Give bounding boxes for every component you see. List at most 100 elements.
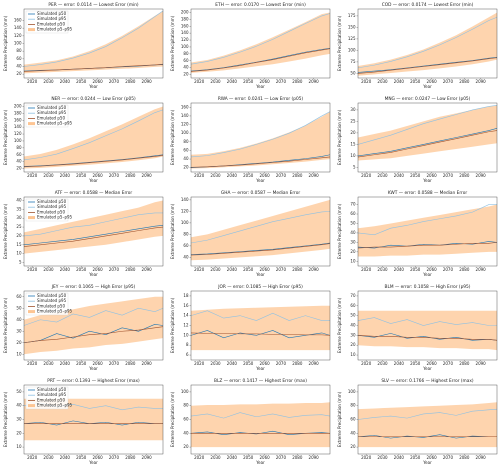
x-tick-label: 2080 bbox=[292, 79, 303, 84]
band bbox=[191, 12, 330, 73]
y-tick-label: 30 bbox=[350, 107, 356, 112]
y-tick-label: 50 bbox=[350, 313, 356, 318]
panel: GHA — error: 0.0587 — Median Error 40 60 80… bbox=[170, 190, 331, 277]
y-tick-label: 180 bbox=[181, 16, 189, 21]
y-tick-label: 50 bbox=[350, 220, 356, 225]
chart-title: BLM — error: 0.1058 — High Error (p95) bbox=[385, 284, 471, 290]
y-tick-label: 50 bbox=[16, 305, 22, 310]
x-tick-label: 2020 bbox=[361, 361, 372, 366]
line bbox=[357, 317, 497, 326]
y-axis-label: Extreme Precipitation (mm) bbox=[337, 109, 342, 165]
y-axis-label: Extreme Precipitation (mm) bbox=[170, 109, 175, 165]
y-tick-label: 150 bbox=[348, 24, 356, 29]
plot-frame bbox=[190, 102, 331, 173]
y-tick-label: 80 bbox=[183, 139, 189, 144]
legend-label: Emulated p5–p95 bbox=[37, 403, 73, 408]
band bbox=[24, 10, 163, 74]
y-tick-label: 20 bbox=[350, 444, 356, 449]
y-tick-label: 100 bbox=[14, 41, 22, 46]
line bbox=[357, 204, 497, 236]
y-tick-label: 40 bbox=[183, 65, 189, 70]
line bbox=[190, 412, 331, 419]
y-tick-label: 100 bbox=[181, 220, 189, 225]
y-tick-label: 40 bbox=[183, 430, 189, 435]
x-tick-label: 2030 bbox=[377, 79, 388, 84]
y-tick-label: 25 bbox=[16, 224, 22, 229]
y-tick-label: 20 bbox=[16, 71, 22, 76]
y-tick-label: 140 bbox=[181, 30, 189, 35]
panel: SLV — error: 0.1766 — Highest Error (max… bbox=[337, 378, 498, 465]
x-tick-label: 2020 bbox=[194, 455, 205, 460]
plot-frame bbox=[190, 196, 331, 267]
x-tick-label: 2090 bbox=[309, 173, 320, 178]
x-tick-label: 2070 bbox=[276, 361, 287, 366]
plot-frame bbox=[190, 8, 331, 79]
x-tick-label: 2050 bbox=[76, 455, 87, 460]
y-tick-label: 60 bbox=[16, 294, 22, 299]
y-tick-label: 60 bbox=[350, 417, 356, 422]
line bbox=[357, 242, 498, 249]
x-tick-label: 2020 bbox=[27, 455, 38, 460]
line bbox=[23, 63, 164, 72]
line bbox=[190, 13, 331, 65]
y-tick-label: 30 bbox=[350, 332, 356, 337]
x-tick-label: 2050 bbox=[76, 267, 87, 272]
y-axis-label: Extreme Precipitation (mm) bbox=[337, 297, 342, 353]
y-tick-label: 50 bbox=[16, 389, 22, 394]
x-tick-label: 2040 bbox=[394, 267, 405, 272]
legend-swatch bbox=[28, 28, 35, 32]
legend-label: Emulated p50 bbox=[37, 21, 65, 26]
chart-title: ETH — error: 0.0170 — Lowest Error (min) bbox=[215, 2, 306, 8]
y-tick-label: 6 bbox=[186, 352, 189, 357]
y-axis-label: Extreme Precipitation (mm) bbox=[170, 391, 175, 447]
y-axis-label: Extreme Precipitation (mm) bbox=[170, 15, 175, 71]
x-tick-label: 2070 bbox=[443, 267, 454, 272]
y-tick-label: 15 bbox=[350, 141, 356, 146]
y-tick-label: 20 bbox=[16, 233, 22, 238]
x-tick-label: 2030 bbox=[210, 455, 221, 460]
y-tick-label: 100 bbox=[14, 138, 22, 143]
legend-swatch bbox=[28, 216, 35, 220]
y-tick-label: 60 bbox=[183, 417, 189, 422]
y-tick-label: 60 bbox=[350, 303, 356, 308]
x-tick-label: 2030 bbox=[210, 267, 221, 272]
x-tick-label: 2040 bbox=[394, 173, 405, 178]
x-tick-label: 2070 bbox=[109, 361, 120, 366]
x-tick-label: 2060 bbox=[426, 361, 437, 366]
y-tick-label: 10 bbox=[16, 444, 22, 449]
x-tick-label: 2030 bbox=[43, 267, 54, 272]
x-tick-label: 2070 bbox=[276, 79, 287, 84]
x-tick-label: 2040 bbox=[227, 173, 238, 178]
legend-swatch bbox=[28, 122, 35, 126]
x-tick-label: 2020 bbox=[27, 173, 38, 178]
x-tick-label: 2070 bbox=[443, 455, 454, 460]
x-tick-label: 2080 bbox=[459, 79, 470, 84]
y-tick-label: 40 bbox=[350, 323, 356, 328]
line bbox=[357, 408, 498, 420]
y-tick-label: 8 bbox=[186, 342, 189, 347]
x-tick-label: 2040 bbox=[394, 361, 405, 366]
y-tick-label: 10 bbox=[16, 251, 22, 256]
line bbox=[190, 242, 331, 255]
x-tick-label: 2030 bbox=[210, 173, 221, 178]
chart-title: ATF — error: 0.0588 — Median Error bbox=[55, 190, 133, 196]
band bbox=[24, 296, 163, 355]
line bbox=[190, 156, 331, 168]
x-tick-label: 2080 bbox=[292, 173, 303, 178]
x-tick-label: 2090 bbox=[476, 79, 487, 84]
x-tick-label: 2050 bbox=[410, 267, 421, 272]
x-tick-label: 2060 bbox=[426, 79, 437, 84]
x-tick-label: 2060 bbox=[92, 267, 103, 272]
y-tick-label: 120 bbox=[181, 122, 189, 127]
x-tick-label: 2020 bbox=[27, 79, 38, 84]
panel: ATF — error: 0.0588 — Median Error 5 10 15 2… bbox=[3, 190, 164, 277]
y-tick-label: 20 bbox=[16, 340, 22, 345]
y-tick-label: 100 bbox=[181, 44, 189, 49]
x-tick-label: 2090 bbox=[309, 361, 320, 366]
legend-label: Simulated p95 bbox=[37, 110, 67, 115]
y-tick-label: 20 bbox=[16, 166, 22, 171]
line bbox=[23, 326, 164, 344]
x-tick-label: 2080 bbox=[125, 455, 136, 460]
y-tick-label: 60 bbox=[16, 56, 22, 61]
panel: BLZ — error: 0.1417 — Highest Error (max… bbox=[170, 378, 331, 465]
